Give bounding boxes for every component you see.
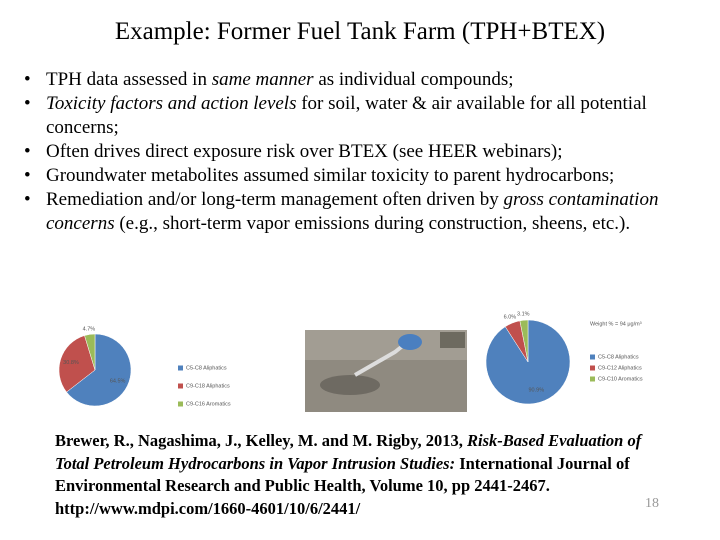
- text-run: Risk-Based Evaluation of Total Petroleum…: [55, 431, 642, 473]
- bullet: Remediation and/or long-term management …: [24, 188, 720, 236]
- legend-swatch: [178, 365, 183, 371]
- legend-label: C9-C12 Aliphatics: [598, 365, 642, 371]
- text-run: Brewer, R., Nagashima, J., Kelley, M. an…: [55, 431, 468, 450]
- bullet: Groundwater metabolites assumed similar …: [24, 164, 720, 188]
- legend-swatch: [590, 376, 595, 382]
- legend-swatch: [590, 365, 595, 371]
- legend-label: C9-C16 Aromatics: [186, 401, 231, 407]
- legend-label: C9-C18 Aliphatics: [186, 383, 230, 389]
- pie-title: Weight % = 94 μg/m³: [590, 321, 642, 327]
- slice-label: 64.5%: [110, 379, 126, 385]
- slice-label: 6.0%: [504, 315, 517, 321]
- legend-label: C5-C8 Aliphatics: [186, 365, 227, 371]
- slide-title: Example: Former Fuel Tank Farm (TPH+BTEX…: [114, 18, 606, 45]
- text-run: same manner: [211, 69, 314, 90]
- text-run: Groundwater metabolites assumed similar …: [46, 165, 615, 186]
- text-run: TPH data assessed in: [46, 69, 212, 90]
- bullet: Often drives direct exposure risk over B…: [24, 140, 720, 164]
- text-run: International Journal of Environmental R…: [55, 453, 630, 518]
- text-run: gross contamination concerns: [46, 189, 659, 234]
- photo: [305, 330, 467, 412]
- text-run: (e.g., short-term vapor emissions during…: [114, 213, 631, 234]
- pie-slice: [58, 335, 96, 393]
- legend-swatch: [178, 383, 183, 389]
- legend-swatch: [178, 401, 183, 407]
- text-run: Often drives direct exposure risk over B…: [46, 141, 563, 162]
- slice-label: 4.7%: [83, 327, 96, 333]
- slice-label: 90.9%: [528, 388, 544, 394]
- legend-label: C5-C8 Aliphatics: [598, 354, 639, 360]
- text-run: Toxicity factors and action levels: [46, 93, 297, 114]
- slice-label: 30.8%: [63, 360, 79, 366]
- page-number: 18: [645, 496, 659, 511]
- legend-label: C9-C10 Aromatics: [598, 376, 643, 382]
- pie-slice: [66, 333, 132, 407]
- pie-slice: [84, 333, 96, 371]
- slice-label: 3.1%: [517, 311, 530, 317]
- reference: Brewer, R., Nagashima, J., Kelley, M. an…: [55, 430, 675, 520]
- legend-swatch: [590, 354, 595, 360]
- text-run: for soil, water & air available for all …: [46, 93, 647, 138]
- text-run: as individual compounds;: [313, 69, 514, 90]
- text-run: Remediation and/or long-term management …: [46, 189, 504, 210]
- bullet-list: TPH data assessed in same manner as indi…: [22, 68, 720, 236]
- bullet: Toxicity factors and action levels for s…: [24, 92, 720, 140]
- pie-slice: [519, 319, 529, 363]
- bullet: TPH data assessed in same manner as indi…: [24, 68, 720, 92]
